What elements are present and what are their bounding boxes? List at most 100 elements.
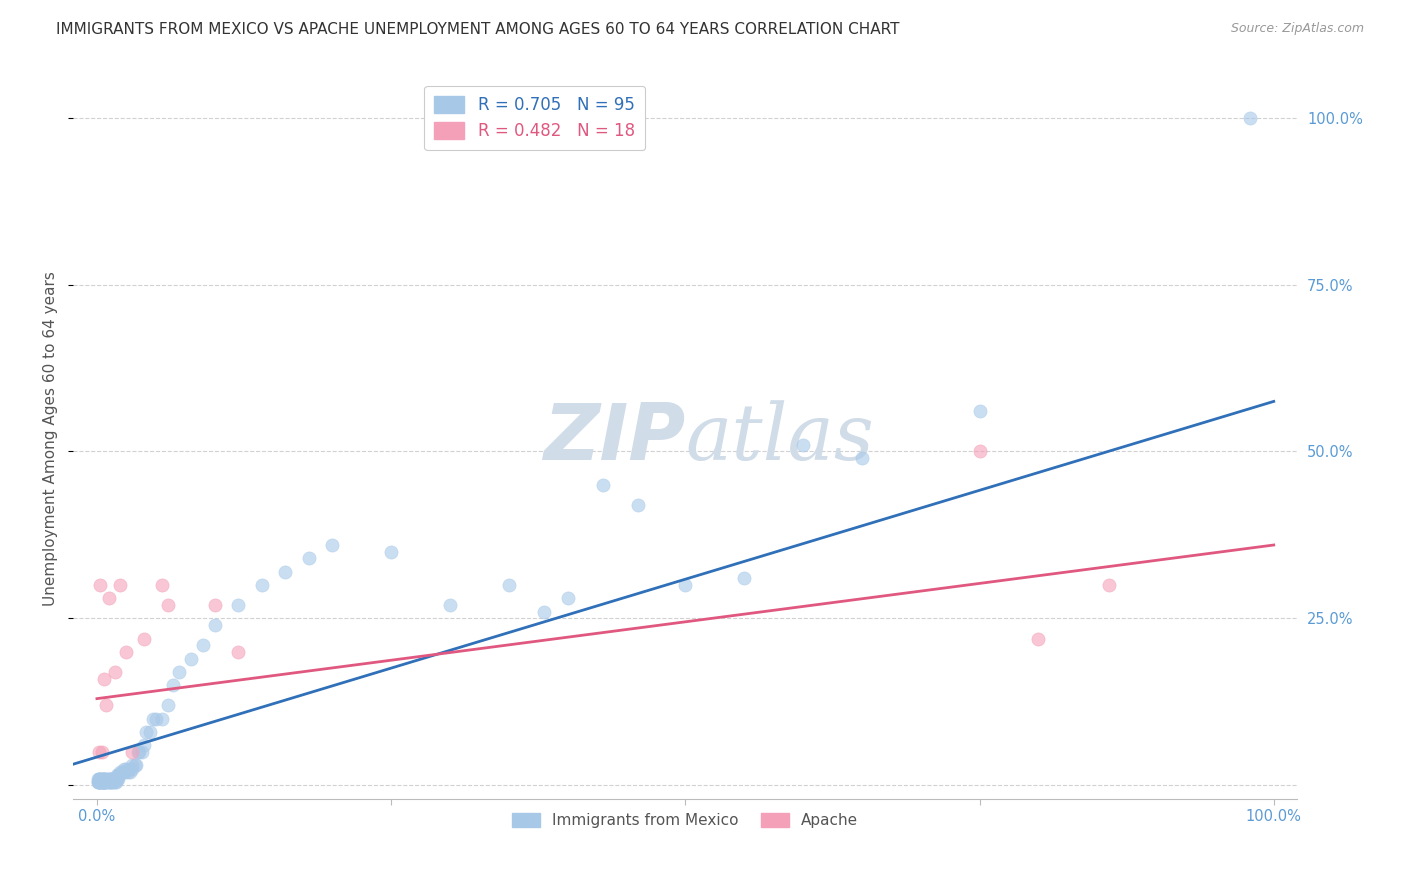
Point xyxy=(91,775,114,789)
Point xyxy=(104,772,127,786)
Point xyxy=(104,775,127,789)
Point xyxy=(110,765,132,780)
Point xyxy=(121,758,143,772)
Point xyxy=(380,544,402,558)
Point xyxy=(89,772,111,786)
Point xyxy=(498,578,520,592)
Point xyxy=(117,765,139,780)
Point xyxy=(90,745,112,759)
Point xyxy=(108,768,131,782)
Point xyxy=(150,712,173,726)
Point xyxy=(103,775,125,789)
Point xyxy=(115,762,138,776)
Point xyxy=(103,772,125,786)
Point xyxy=(94,772,117,786)
Point xyxy=(128,745,150,759)
Point xyxy=(673,578,696,592)
Point xyxy=(89,775,111,789)
Point xyxy=(1239,111,1261,125)
Point xyxy=(87,775,110,789)
Point xyxy=(191,638,214,652)
Point xyxy=(97,775,120,789)
Point xyxy=(298,551,321,566)
Point xyxy=(969,404,991,418)
Point xyxy=(169,665,191,679)
Point xyxy=(89,775,111,789)
Point xyxy=(97,591,120,606)
Text: ZIP: ZIP xyxy=(543,401,685,476)
Point xyxy=(89,745,111,759)
Point xyxy=(145,712,167,726)
Point xyxy=(156,698,179,713)
Point xyxy=(98,775,121,789)
Point xyxy=(127,745,149,759)
Point xyxy=(98,772,121,786)
Point xyxy=(89,775,111,789)
Point xyxy=(96,698,118,713)
Point xyxy=(101,772,124,786)
Point xyxy=(89,775,111,789)
Point xyxy=(118,765,141,780)
Point xyxy=(132,739,155,753)
Point xyxy=(1098,578,1121,592)
Point xyxy=(89,578,111,592)
Point xyxy=(204,598,226,612)
Point xyxy=(90,775,112,789)
Point xyxy=(89,772,111,786)
Point xyxy=(135,725,157,739)
Point xyxy=(111,765,134,780)
Point xyxy=(96,772,118,786)
Text: Source: ZipAtlas.com: Source: ZipAtlas.com xyxy=(1230,22,1364,36)
Point xyxy=(90,772,112,786)
Point xyxy=(93,775,115,789)
Point xyxy=(592,478,614,492)
Point xyxy=(733,571,755,585)
Point xyxy=(112,762,135,776)
Point xyxy=(96,772,118,786)
Point xyxy=(851,451,873,466)
Point xyxy=(125,758,148,772)
Point xyxy=(100,772,122,786)
Point xyxy=(97,772,120,786)
Point xyxy=(121,745,143,759)
Point xyxy=(90,772,112,786)
Point xyxy=(131,745,153,759)
Point xyxy=(969,444,991,458)
Point xyxy=(93,672,115,686)
Point xyxy=(96,775,118,789)
Point xyxy=(93,775,115,789)
Point xyxy=(93,772,115,786)
Point xyxy=(792,438,814,452)
Point xyxy=(103,665,125,679)
Point xyxy=(91,775,114,789)
Point xyxy=(96,775,118,789)
Point xyxy=(90,775,112,789)
Point xyxy=(89,772,111,786)
Point xyxy=(93,772,115,786)
Point xyxy=(91,772,114,786)
Point xyxy=(101,775,124,789)
Point xyxy=(87,775,110,789)
Point xyxy=(250,578,273,592)
Point xyxy=(162,678,184,692)
Text: atlas: atlas xyxy=(685,400,875,476)
Point xyxy=(156,598,179,612)
Point xyxy=(111,765,134,780)
Point xyxy=(121,762,143,776)
Point xyxy=(274,565,297,579)
Point xyxy=(87,772,110,786)
Point xyxy=(226,645,249,659)
Point xyxy=(114,765,136,780)
Point xyxy=(124,758,146,772)
Point xyxy=(627,498,650,512)
Point xyxy=(94,775,117,789)
Point xyxy=(94,775,117,789)
Legend: Immigrants from Mexico, Apache: Immigrants from Mexico, Apache xyxy=(506,807,865,835)
Point xyxy=(110,578,132,592)
Point xyxy=(107,768,129,782)
Point xyxy=(107,772,129,786)
Point xyxy=(105,772,128,786)
Point xyxy=(439,598,461,612)
Point xyxy=(142,712,165,726)
Point xyxy=(132,632,155,646)
